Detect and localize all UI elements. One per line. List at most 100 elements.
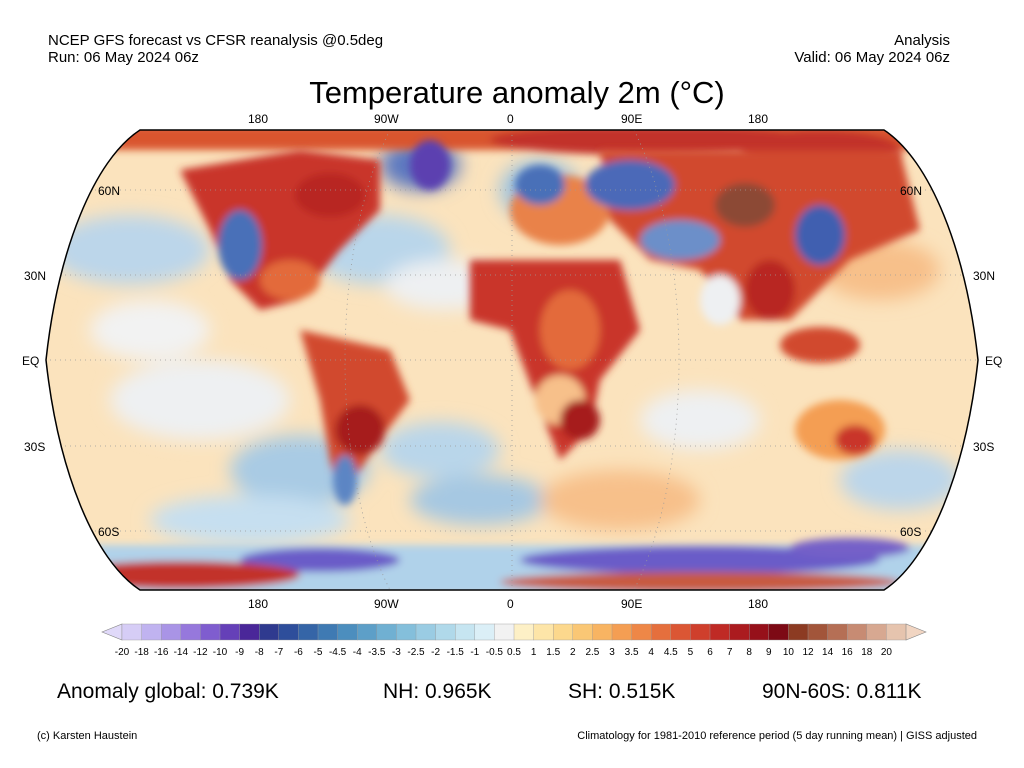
colorbar-swatch: [435, 623, 456, 641]
colorbar-swatch: [219, 623, 241, 641]
globe-outline: [45, 129, 979, 591]
map-title: Temperature anomaly 2m (°C): [309, 75, 725, 110]
footer-climatology-note: Climatology for 1981-2010 reference peri…: [577, 730, 977, 742]
colorbar-tick-label: 5: [687, 647, 694, 658]
colorbar-swatch: [749, 623, 770, 641]
colorbar-arrow-right: [905, 623, 927, 641]
colorbar-tick-label: 6: [707, 647, 713, 658]
colorbar-tick-label: 10: [782, 647, 794, 658]
lon-label-bottom-180w: 180: [248, 597, 269, 611]
colorbar-tick-label: 7: [726, 647, 733, 658]
colorbar-tick-label: 14: [822, 647, 834, 658]
lat-label-right-60s: 60S: [900, 525, 922, 539]
colorbar-tick-label: -1.5: [446, 647, 464, 658]
colorbar-tick-label: 1.5: [546, 647, 561, 658]
colorbar-swatch: [239, 623, 260, 641]
colorbar: [101, 623, 927, 641]
colorbar-tick-label: 20: [880, 647, 892, 658]
colorbar-swatch: [160, 623, 182, 641]
lat-label-left-60n: 60N: [98, 184, 121, 198]
colorbar-tick-label: -4.5: [328, 647, 347, 658]
lat-label-right-30n: 30N: [973, 269, 996, 283]
colorbar-tick-label: -12: [193, 647, 208, 658]
colorbar-tick-label: 12: [802, 647, 814, 658]
header-run-line: Run: 06 May 2024 06z: [48, 49, 199, 66]
stat-sh-anomaly: SH: 0.515K: [568, 680, 676, 703]
colorbar-swatch: [729, 623, 750, 641]
colorbar-tick-label: 1: [530, 647, 537, 658]
colorbar-swatch: [474, 623, 495, 641]
lon-label-top-90w: 90W: [374, 112, 399, 126]
colorbar-swatch: [396, 623, 417, 641]
lon-label-top-0: 0: [507, 112, 514, 126]
colorbar-tick-label: -20: [114, 647, 130, 658]
colorbar-tick-label: 8: [746, 647, 752, 658]
stat-arctic-anomaly: 90N-60S: 0.811K: [762, 680, 922, 703]
colorbar-tick-label: 3.5: [624, 647, 639, 658]
colorbar-tick-label: -14: [173, 647, 189, 658]
colorbar-tick-label: -10: [212, 647, 228, 658]
lat-label-right-eq: EQ: [985, 354, 1003, 368]
colorbar-swatch: [670, 623, 691, 641]
colorbar-swatch: [513, 623, 535, 641]
colorbar-tick-label: 2.5: [585, 647, 600, 658]
colorbar-swatch: [259, 623, 280, 641]
colorbar-swatch: [651, 623, 672, 641]
colorbar-swatch: [866, 623, 887, 641]
colorbar-tick-label: 4: [648, 647, 654, 658]
colorbar-swatch: [690, 623, 711, 641]
colorbar-tick-label: -3.5: [368, 647, 386, 658]
colorbar-tick-label: 9: [766, 647, 772, 658]
colorbar-swatch: [494, 623, 515, 641]
colorbar-swatch: [631, 623, 652, 641]
colorbar-swatch: [768, 623, 789, 641]
colorbar-swatch: [572, 623, 593, 641]
lat-label-left-eq: EQ: [22, 354, 40, 368]
colorbar-tick-label: 16: [841, 647, 853, 658]
colorbar-swatch: [415, 623, 437, 641]
colorbar-tick-label: 3: [609, 647, 615, 658]
colorbar-swatch: [553, 623, 574, 641]
colorbar-swatch: [533, 623, 554, 641]
colorbar-swatch: [337, 623, 358, 641]
anomaly-field: [46, 130, 978, 590]
stat-nh-anomaly: NH: 0.965K: [383, 680, 492, 703]
lon-label-top-180w: 180: [248, 112, 269, 126]
colorbar-tick-label: 4.5: [663, 647, 678, 658]
colorbar-swatch: [807, 623, 829, 641]
colorbar-swatch: [847, 623, 868, 641]
header-valid-line: Valid: 06 May 2024 06z: [794, 49, 950, 66]
colorbar-swatch: [121, 623, 143, 641]
colorbar-tick-label: 2: [570, 647, 576, 658]
lon-label-bottom-90e: 90E: [621, 597, 643, 611]
world-map: [45, 129, 979, 591]
colorbar-tick-label: -9: [235, 647, 245, 658]
colorbar-tick-label: -5: [313, 647, 323, 658]
colorbar-swatch: [200, 623, 221, 641]
lon-label-bottom-0: 0: [507, 597, 514, 611]
colorbar-tick-label: -6: [293, 647, 303, 658]
colorbar-tick-label: -0.5: [485, 647, 503, 658]
lon-label-top-90e: 90E: [621, 112, 643, 126]
colorbar-swatch: [827, 623, 848, 641]
colorbar-swatch: [376, 623, 397, 641]
colorbar-tick-label: 18: [861, 647, 873, 658]
lon-label-bottom-180e: 180: [748, 597, 769, 611]
colorbar-tick-label: -16: [153, 647, 169, 658]
colorbar-tick-label: -3: [391, 647, 401, 658]
colorbar-tick-label: -7: [274, 647, 284, 658]
stat-global-anomaly: Anomaly global: 0.739K: [57, 680, 279, 703]
header-analysis-line: Analysis: [894, 32, 950, 49]
lat-label-right-60n: 60N: [900, 184, 923, 198]
colorbar-swatch: [611, 623, 633, 641]
colorbar-swatch: [709, 623, 731, 641]
colorbar-tick-label: -2.5: [407, 647, 425, 658]
lat-label-left-30n: 30N: [24, 269, 47, 283]
colorbar-swatch: [886, 623, 907, 641]
colorbar-swatch: [278, 623, 299, 641]
colorbar-tick-label: -1: [470, 647, 480, 658]
header-model-line: NCEP GFS forecast vs CFSR reanalysis @0.…: [48, 32, 384, 49]
lat-label-right-30s: 30S: [973, 440, 995, 454]
colorbar-swatch: [455, 623, 476, 641]
lon-label-top-180e: 180: [748, 112, 769, 126]
